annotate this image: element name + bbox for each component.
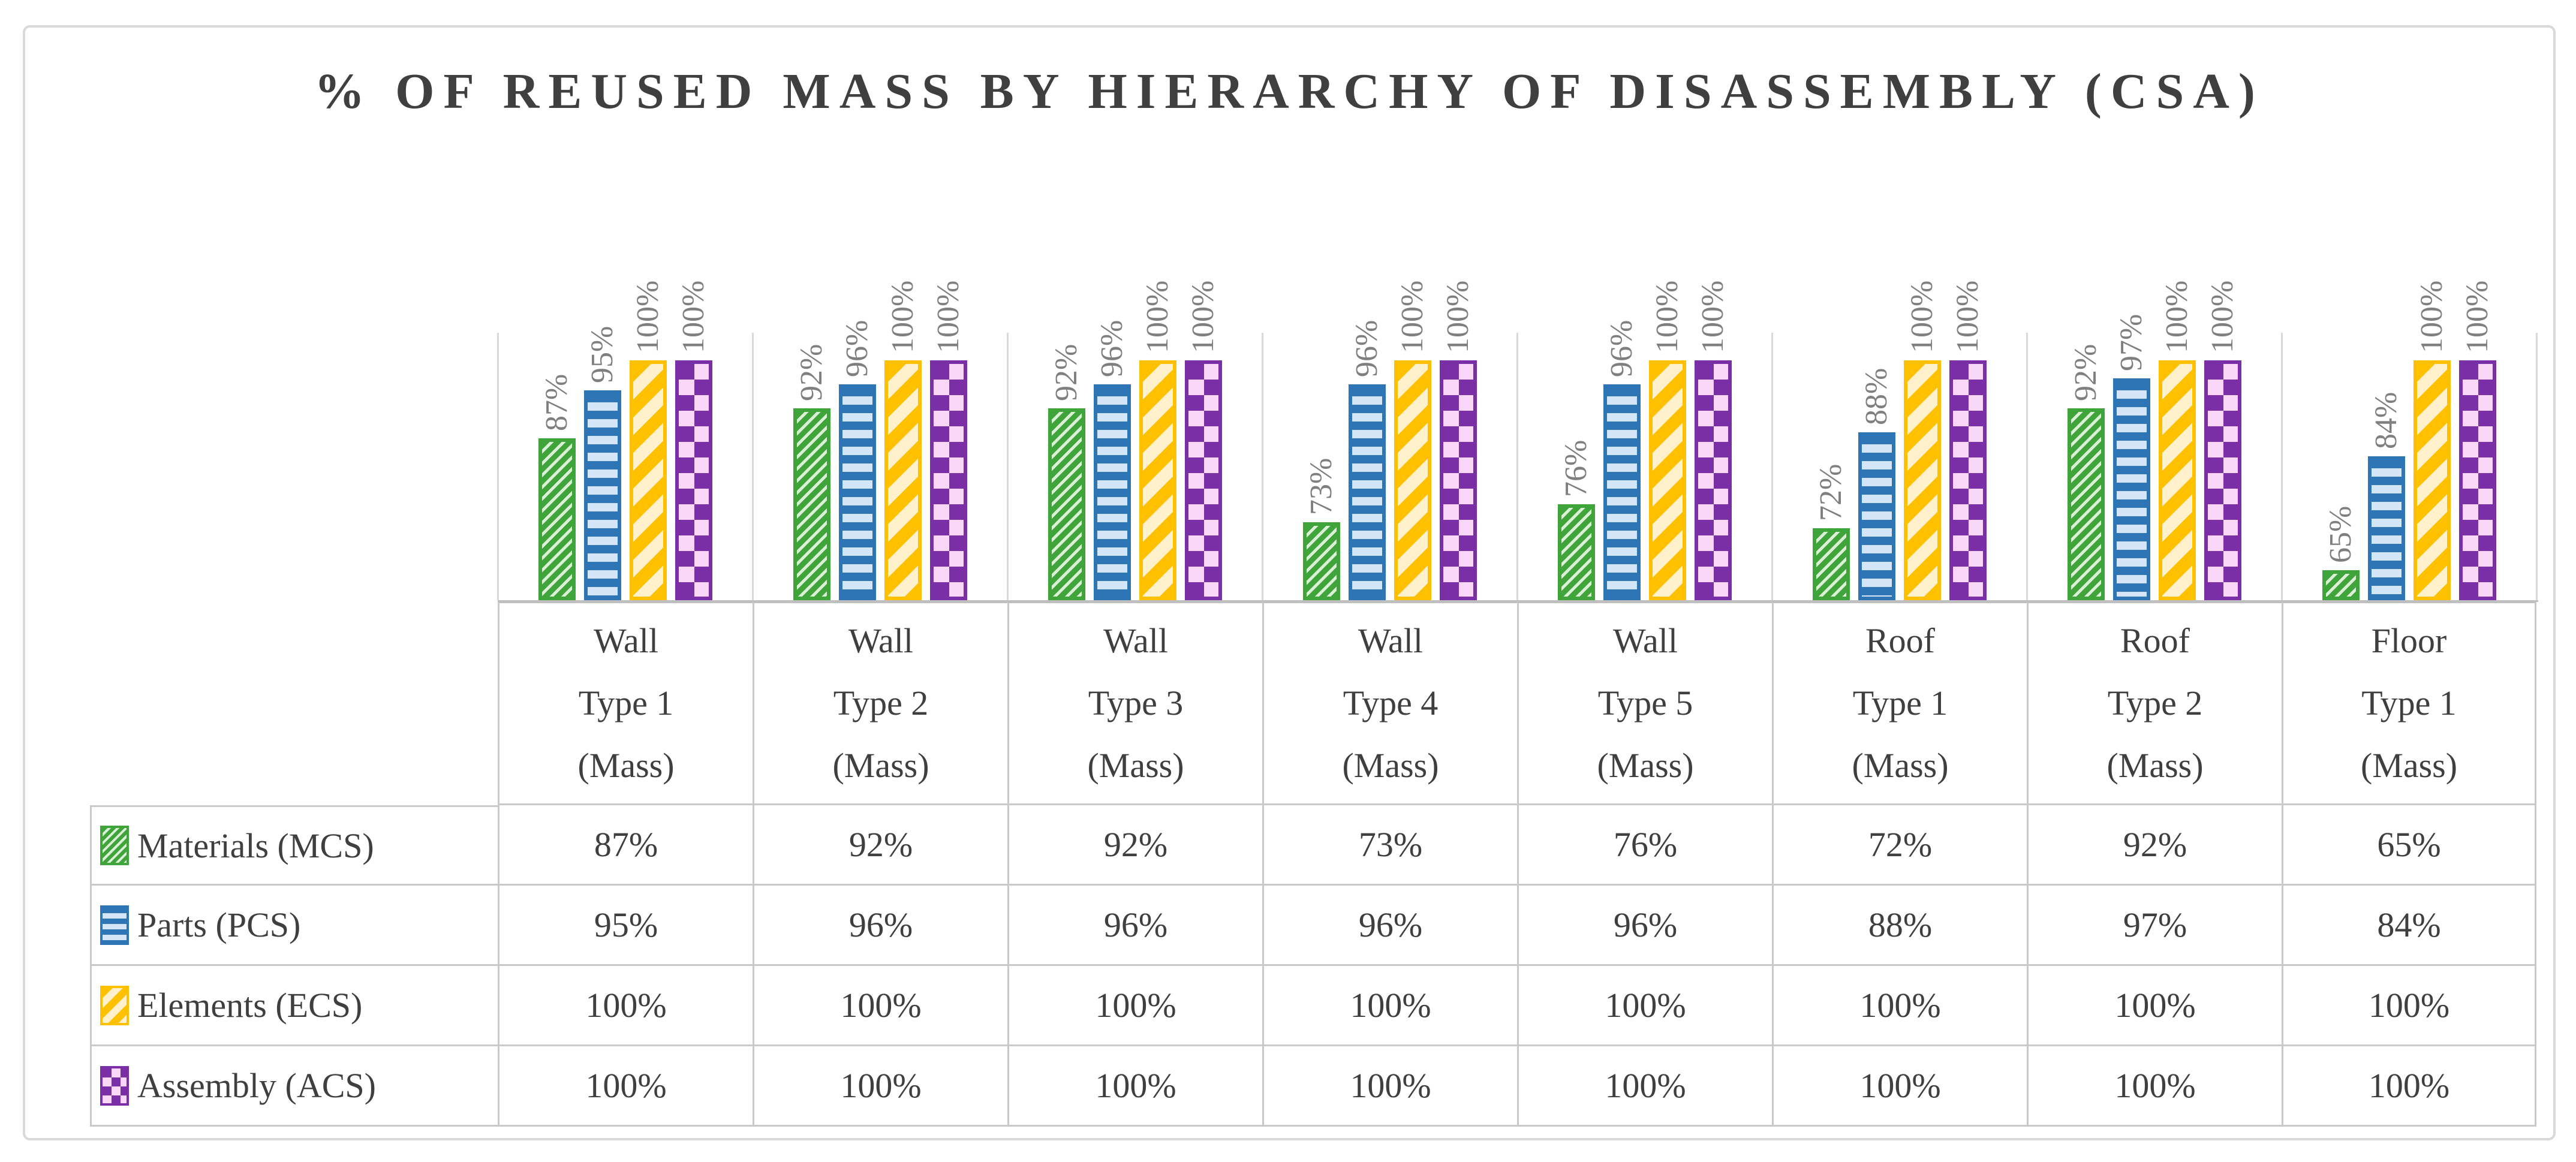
chart-title: % OF REUSED MASS BY HIERARCHY OF DISASSE… [314,64,2264,119]
chart-figure: % OF REUSED MASS BY HIERARCHY OF DISASSE… [23,25,2556,1140]
